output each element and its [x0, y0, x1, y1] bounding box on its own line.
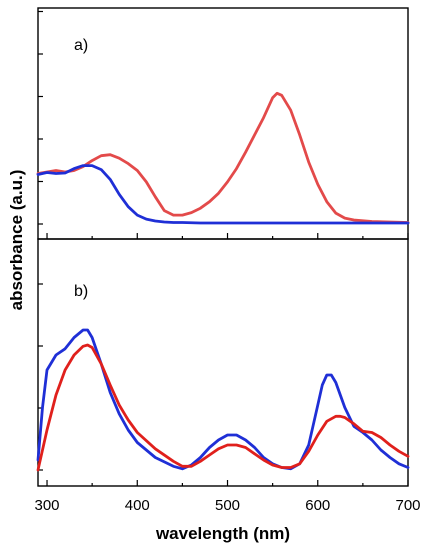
x-tick-label: 400: [125, 497, 150, 514]
axis-ticks: [38, 10, 409, 486]
panel-a-frame: [37, 7, 409, 240]
x-tick-labels: 300 400 500 600 700: [35, 497, 421, 514]
spectrum-curves: [36, 91, 410, 472]
panel-b-frame: [37, 238, 409, 487]
panel-a-series-0-line: [36, 91, 410, 224]
panel-b-series-0-line: [36, 328, 410, 471]
panel-a-label: a): [74, 37, 88, 54]
x-tick-label: 500: [215, 497, 240, 514]
y-axis-label: absorbance (a.u.): [7, 170, 26, 311]
panel-a-series-1-line: [36, 164, 410, 225]
x-tick-label: 600: [305, 497, 330, 514]
panel-b-series-1-line: [36, 343, 410, 472]
x-tick-label: 700: [395, 497, 420, 514]
x-tick-label: 300: [35, 497, 60, 514]
panel-a: a): [37, 7, 409, 240]
x-axis-label: wavelength (nm): [155, 524, 290, 543]
panel-b: b): [37, 238, 409, 487]
panel-b-label: b): [74, 283, 88, 300]
